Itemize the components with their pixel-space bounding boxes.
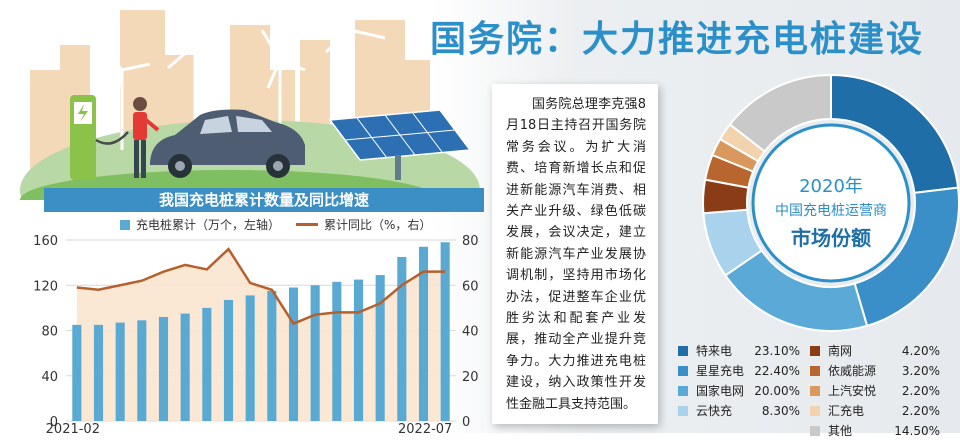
legend-label: 汇充电 [828,404,865,418]
legend-value: 23.10% [754,344,800,358]
bar [310,285,320,421]
bar [353,279,364,421]
bar [202,307,212,421]
charging-station-icon [70,95,129,180]
legend-value: 3.20% [901,364,940,378]
legend-value: 14.50% [894,424,940,438]
solar-panel-icon [328,109,472,180]
bar [418,246,429,421]
y-right-tick-label: 40 [462,325,479,340]
illustration [20,1,480,200]
bar [332,281,342,421]
line-area [76,249,446,421]
legend-item: 国家电网 20.00% [678,382,818,400]
bar [115,322,125,421]
series-line [76,247,446,326]
y-left-tick-label: 0 [50,415,58,430]
x-start-label: 2021-02 [46,422,100,433]
bar [180,313,190,421]
legend-item: 上汽安悦 2.20% [810,382,950,400]
legend-swatch [678,406,688,416]
bar [137,320,147,421]
person-icon [133,97,160,178]
chart-title: 我国充电桩累计数量及同比增速 [44,188,484,212]
bar [267,290,277,421]
donut-year: 2020年 [799,176,863,197]
legend-item: 其他 14.50% [810,422,950,440]
legend-value: 20.00% [754,384,800,398]
chart-legend: 充电桩累计（万个，左轴） 累计同比（%，右） [120,216,431,233]
bar [245,295,255,421]
wind-turbine-icon [98,1,386,150]
x-end-label: 2022-07 [398,422,452,433]
legend-label: 特来电 [696,344,733,358]
legend-label: 依威能源 [828,364,877,378]
donut-center: 2020年 中国充电桩运营商 市场份额 [746,172,916,251]
legend-item: 南网 4.20% [810,342,950,360]
bar [223,299,234,421]
legend-item: 云快充 8.30% [678,402,818,420]
y-left-tick-label: 40 [41,370,58,385]
legend-value: 2.20% [901,404,940,418]
legend-swatch [678,366,688,376]
bar [93,324,104,421]
legend-swatch [810,406,820,416]
legend-bar-swatch [120,219,130,230]
donut-hole [751,123,911,283]
y-left-tick-label: 80 [41,325,58,340]
y-right-tick-label: 60 [462,279,479,294]
legend-swatch [810,366,820,376]
article-text: 国务院总理李克强8月18日主持召开国务院常务会议。为扩大消费、培育新增长点和促进… [506,97,646,412]
legend-swatch [678,386,688,396]
legend-swatch [810,346,820,356]
bar [397,256,407,421]
legend-line-swatch [296,223,319,226]
donut-chart [702,73,960,332]
pie-slice [728,73,832,153]
legend-item: 星星充电 22.40% [678,362,818,380]
donut-label: 市场份额 [791,226,871,250]
legend-item: 汇充电 2.20% [810,402,950,420]
market-share-panel: 2020年 中国充电桩运营商 市场份额 特来电 23.10% 星星充电 22.40% 国… [660,60,960,438]
legend-value: 4.20% [901,344,940,358]
bar [440,242,450,421]
legend-label: 上汽安悦 [828,384,877,398]
bar [288,287,299,421]
page-title: 国务院：大力推进充电桩建设 [430,19,925,60]
y-right-tick-label: 0 [462,415,470,430]
legend-line-label: 累计同比（%，右） [324,218,432,232]
donut-title: 中国充电桩运营商 [775,203,887,219]
y-left-tick-label: 160 [33,234,58,249]
y-right-tick-label: 20 [462,370,479,385]
y-right-tick-label: 80 [462,234,479,249]
car-icon [150,109,305,178]
legend-item: 特来电 23.10% [678,342,818,360]
bar [158,316,169,421]
legend-bar-label: 充电桩累计（万个，左轴） [136,218,281,232]
legend-label: 其他 [828,424,853,438]
legend-label: 云快充 [696,404,733,418]
legend-label: 南网 [828,344,853,358]
legend-value: 8.30% [761,404,800,418]
legend-item: 依威能源 3.20% [810,362,950,380]
legend-label: 国家电网 [696,384,745,398]
legend-label: 星星充电 [696,364,745,378]
bar [72,324,82,421]
legend-swatch [810,386,820,396]
legend-swatch [678,346,688,356]
article-card: 国务院总理李克强8月18日主持召开国务院常务会议。为扩大消费、培育新增长点和促进… [492,84,658,424]
combo-chart: 0 40 80 120 160 0 20 40 60 80 2021-02 2022-07 [33,234,479,433]
legend-swatch [810,426,820,436]
y-left-tick-label: 120 [33,279,58,294]
legend-value: 22.40% [754,364,800,378]
legend-value: 2.20% [901,384,940,398]
bar [375,275,385,421]
